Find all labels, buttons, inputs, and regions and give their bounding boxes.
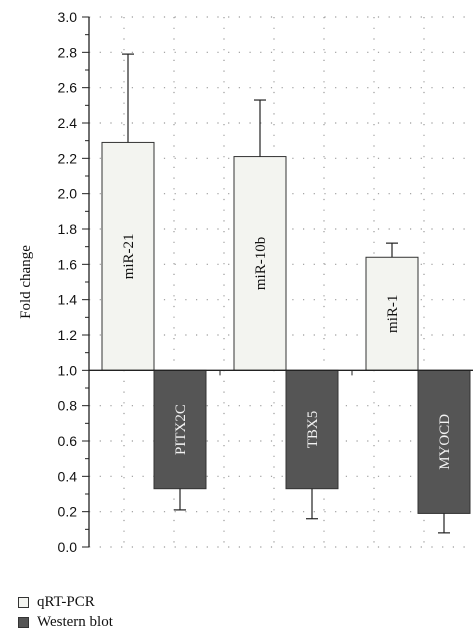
y-tick-label: 1.0 <box>58 362 78 378</box>
legend-label-qrt-pcr: qRT-PCR <box>37 593 95 610</box>
legend-swatch-qrt-pcr <box>18 596 29 608</box>
y-tick-label: 2.0 <box>58 186 78 202</box>
bar-label-mir-21: miR-21 <box>121 233 137 279</box>
bar-mir-1 <box>365 256 419 371</box>
y-axis: 0.0 0.2 0.4 0.6 0.8 1.0 1.2 1.4 1.6 1.8 2.0 2.2 2.4 2… <box>58 9 473 555</box>
y-tick-label: 2.4 <box>58 115 78 131</box>
bar-mir-21 <box>101 141 155 371</box>
legend-item-qrt-pcr: qRT-PCR <box>18 592 113 612</box>
bar-label-myocd: MYOCD <box>437 414 453 470</box>
y-axis-title: Fold change <box>18 245 34 319</box>
y-tick-label: 0.4 <box>58 468 78 484</box>
y-tick-label: 1.2 <box>58 327 78 343</box>
y-tick-label: 1.6 <box>58 256 78 272</box>
bar-chart: miR-21 PITX2C miR-10b TBX5 miR-1 MYOCD 0.0 0.2… <box>18 9 473 555</box>
bar-label-mir-1: miR-1 <box>385 295 401 333</box>
y-tick-label: 0.6 <box>58 433 78 449</box>
y-tick-label: 2.2 <box>58 150 78 166</box>
bar-myocd <box>417 369 471 514</box>
y-tick-label: 3.0 <box>58 9 78 25</box>
legend-swatch-western-blot <box>18 616 29 628</box>
legend-label-western-blot: Western blot <box>37 613 113 630</box>
y-tick-label: 1.8 <box>58 221 78 237</box>
bar-label-mir-10b: miR-10b <box>253 237 269 290</box>
bar-mir-10b <box>233 156 287 371</box>
bar-label-tbx5: TBX5 <box>305 411 321 449</box>
legend-item-western-blot: Western blot <box>18 612 113 632</box>
bar-label-pitx2c: PITX2C <box>173 404 189 455</box>
legend: qRT-PCR Western blot <box>18 592 113 632</box>
y-tick-label: 2.6 <box>58 80 78 96</box>
bars: miR-21 PITX2C miR-10b TBX5 miR-1 MYOCD <box>101 53 471 534</box>
y-tick-label: 0.8 <box>58 398 78 414</box>
y-tick-label: 2.8 <box>58 44 78 60</box>
y-tick-label: 0.0 <box>58 539 78 555</box>
y-tick-label: 0.2 <box>58 504 78 520</box>
y-tick-label: 1.4 <box>58 292 78 308</box>
